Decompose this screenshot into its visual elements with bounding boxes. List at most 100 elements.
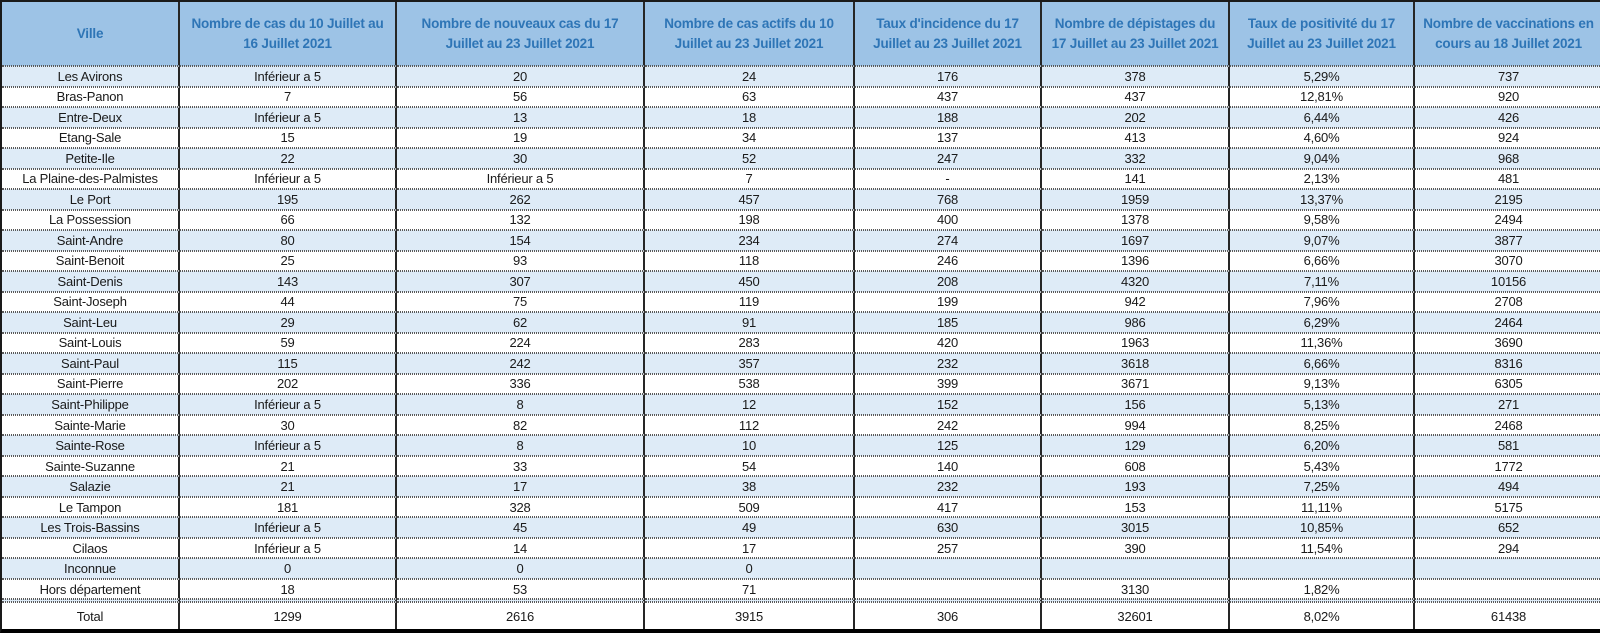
- value-cell: 538: [645, 373, 855, 395]
- city-cell: Le Tampon: [2, 496, 180, 518]
- value-cell: 420: [855, 332, 1042, 354]
- value-cell: 80: [180, 230, 397, 251]
- value-cell: [645, 599, 855, 602]
- value-cell: 153: [1042, 496, 1230, 518]
- value-cell: 115: [180, 353, 397, 374]
- value-cell: 1963: [1042, 332, 1230, 354]
- value-cell: 10,85%: [1230, 517, 1415, 538]
- city-cell: Le Port: [2, 189, 180, 210]
- value-cell: 0: [397, 558, 645, 579]
- value-cell: 6,20%: [1230, 435, 1415, 456]
- value-cell: [1042, 599, 1230, 602]
- value-cell: [855, 578, 1042, 600]
- city-cell: Saint-Leu: [2, 312, 180, 333]
- value-cell: 21: [180, 476, 397, 497]
- value-cell: 8: [397, 394, 645, 415]
- value-cell: 768: [855, 189, 1042, 210]
- value-cell: 9,04%: [1230, 148, 1415, 169]
- value-cell: 3015: [1042, 517, 1230, 538]
- value-cell: [1230, 599, 1415, 602]
- value-cell: 71: [645, 578, 855, 600]
- table-row: Salazie 21 17 38 232 193 7,25% 494: [2, 476, 1600, 497]
- value-cell: 9,58%: [1230, 209, 1415, 231]
- value-cell: 156: [1042, 394, 1230, 415]
- value-cell: 193: [1042, 476, 1230, 497]
- column-header-cas-10-16-juillet: Nombre de cas du 10 Juillet au 16 Juille…: [180, 2, 397, 66]
- value-cell: 21: [180, 455, 397, 477]
- value-cell: 242: [855, 414, 1042, 436]
- city-cell: Hors département: [2, 578, 180, 600]
- value-cell: 437: [855, 86, 1042, 108]
- value-cell: 29: [180, 312, 397, 333]
- value-cell: 2708: [1415, 291, 1600, 313]
- value-cell: 20: [397, 66, 645, 87]
- value-cell: 18: [645, 107, 855, 128]
- value-cell: 2494: [1415, 209, 1600, 231]
- value-cell: [1230, 558, 1415, 579]
- table-row: Saint-Leu 29 62 91 185 986 6,29% 2464: [2, 312, 1600, 333]
- city-cell: Saint-Louis: [2, 332, 180, 354]
- empty-row: [2, 599, 1600, 602]
- value-cell: 19: [397, 127, 645, 149]
- value-cell: 125: [855, 435, 1042, 456]
- city-cell: [2, 599, 180, 602]
- value-cell: 176: [855, 66, 1042, 87]
- value-cell: [180, 599, 397, 602]
- value-cell: 15: [180, 127, 397, 149]
- value-cell: 22: [180, 148, 397, 169]
- value-cell: 91: [645, 312, 855, 333]
- value-cell: 224: [397, 332, 645, 354]
- value-cell: 54: [645, 455, 855, 477]
- value-cell: 10: [645, 435, 855, 456]
- value-cell: 25: [180, 250, 397, 272]
- value-cell: 24: [645, 66, 855, 87]
- city-cell: La Plaine-des-Palmistes: [2, 168, 180, 190]
- table-row: Hors département 18 53 71 3130 1,82%: [2, 578, 1600, 600]
- city-cell: Saint-Paul: [2, 353, 180, 374]
- city-cell: Saint-Denis: [2, 271, 180, 292]
- table-row: Saint-Andre 80 154 234 274 1697 9,07% 3877: [2, 230, 1600, 251]
- value-cell: 3690: [1415, 332, 1600, 354]
- value-cell: 13: [397, 107, 645, 128]
- value-cell: 242: [397, 353, 645, 374]
- value-cell: 1697: [1042, 230, 1230, 251]
- value-cell: Inférieur a 5: [180, 517, 397, 538]
- value-cell: 328: [397, 496, 645, 518]
- value-cell: 59: [180, 332, 397, 354]
- value-cell: 152: [855, 394, 1042, 415]
- value-cell: 143: [180, 271, 397, 292]
- value-cell: 1959: [1042, 189, 1230, 210]
- table-header: Ville Nombre de cas du 10 Juillet au 16 …: [2, 2, 1600, 66]
- city-cell: Saint-Joseph: [2, 291, 180, 313]
- value-cell: 417: [855, 496, 1042, 518]
- value-cell: 208: [855, 271, 1042, 292]
- city-cell: Saint-Benoit: [2, 250, 180, 272]
- value-cell: 7: [645, 168, 855, 190]
- value-cell: 8316: [1415, 353, 1600, 374]
- value-cell: 2195: [1415, 189, 1600, 210]
- value-cell: 234: [645, 230, 855, 251]
- table-row: Cilaos Inférieur a 5 14 17 257 390 11,54% 294: [2, 537, 1600, 559]
- value-cell: 920: [1415, 86, 1600, 108]
- value-cell: 188: [855, 107, 1042, 128]
- value-cell: 82: [397, 414, 645, 436]
- value-cell: 75: [397, 291, 645, 313]
- value-cell: 12: [645, 394, 855, 415]
- value-cell: 56: [397, 86, 645, 108]
- value-cell: 509: [645, 496, 855, 518]
- value-cell: 17: [645, 537, 855, 559]
- value-cell: 0: [180, 558, 397, 579]
- value-cell: 112: [645, 414, 855, 436]
- city-cell: Entre-Deux: [2, 107, 180, 128]
- value-cell: 118: [645, 250, 855, 272]
- value-cell: 62: [397, 312, 645, 333]
- value-cell: Inférieur a 5: [180, 107, 397, 128]
- value-cell: 924: [1415, 127, 1600, 149]
- value-cell: 390: [1042, 537, 1230, 559]
- value-cell: 426: [1415, 107, 1600, 128]
- value-cell: 3671: [1042, 373, 1230, 395]
- header-row: Ville Nombre de cas du 10 Juillet au 16 …: [2, 2, 1600, 66]
- value-cell: 608: [1042, 455, 1230, 477]
- value-cell: [855, 558, 1042, 579]
